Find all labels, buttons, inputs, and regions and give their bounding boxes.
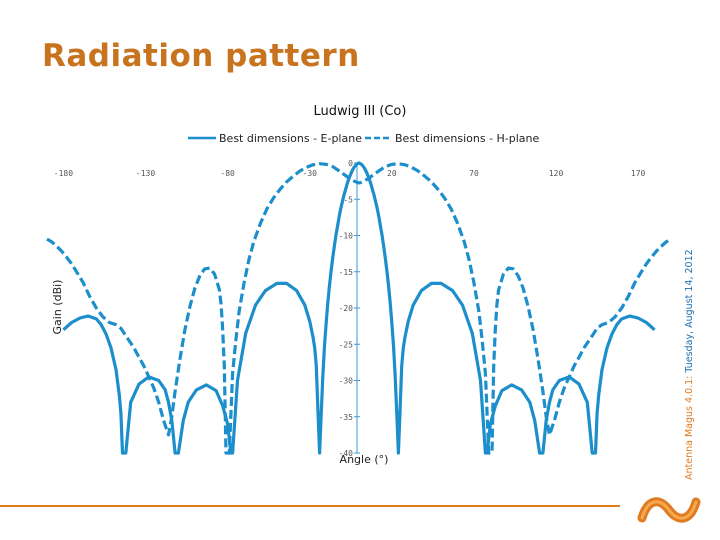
legend-label-e-plane: Best dimensions - E-plane (219, 132, 362, 145)
y-tick-label: -35 (339, 413, 354, 422)
x-tick-label: 170 (631, 169, 646, 178)
x-axis-label: Angle (°) (340, 453, 389, 466)
y-tick-label: -20 (339, 304, 354, 313)
y-tick-label: -10 (339, 232, 354, 241)
chart-legend: Best dimensions - E-plane Best dimension… (188, 132, 540, 145)
side-note: Antenna Magus 4.0.1: Tuesday, August 14,… (684, 80, 695, 480)
footer-line (0, 505, 620, 507)
logo-icon (637, 497, 701, 523)
y-tick-label: -5 (343, 195, 353, 204)
chart-title: Ludwig III (Co) (314, 104, 407, 119)
x-tick-label: 70 (469, 169, 479, 178)
y-tick-label: -30 (339, 377, 354, 386)
legend-label-h-plane: Best dimensions - H-plane (395, 132, 540, 145)
x-tick-label: -30 (303, 169, 318, 178)
x-tick-label: 20 (387, 169, 397, 178)
x-tick-label: 120 (549, 169, 564, 178)
y-tick-label: -40 (339, 449, 354, 458)
series-line-h-plane (46, 162, 672, 455)
y-tick-label: 0 (348, 159, 353, 168)
y-tick-label: -15 (339, 268, 354, 277)
slide-title: Radiation pattern (42, 38, 360, 74)
side-note-product: Antenna Magus 4.0.1: (684, 375, 695, 480)
side-note-date: Tuesday, August 14, 2012 (684, 249, 695, 376)
y-tick-label: -25 (339, 340, 354, 349)
x-tick-label: -80 (220, 169, 235, 178)
series-line-e-plane (62, 161, 656, 455)
x-tick-label: -130 (136, 169, 155, 178)
x-tick-label: -180 (54, 169, 73, 178)
y-axis-label: Gain (dBi) (51, 280, 64, 335)
